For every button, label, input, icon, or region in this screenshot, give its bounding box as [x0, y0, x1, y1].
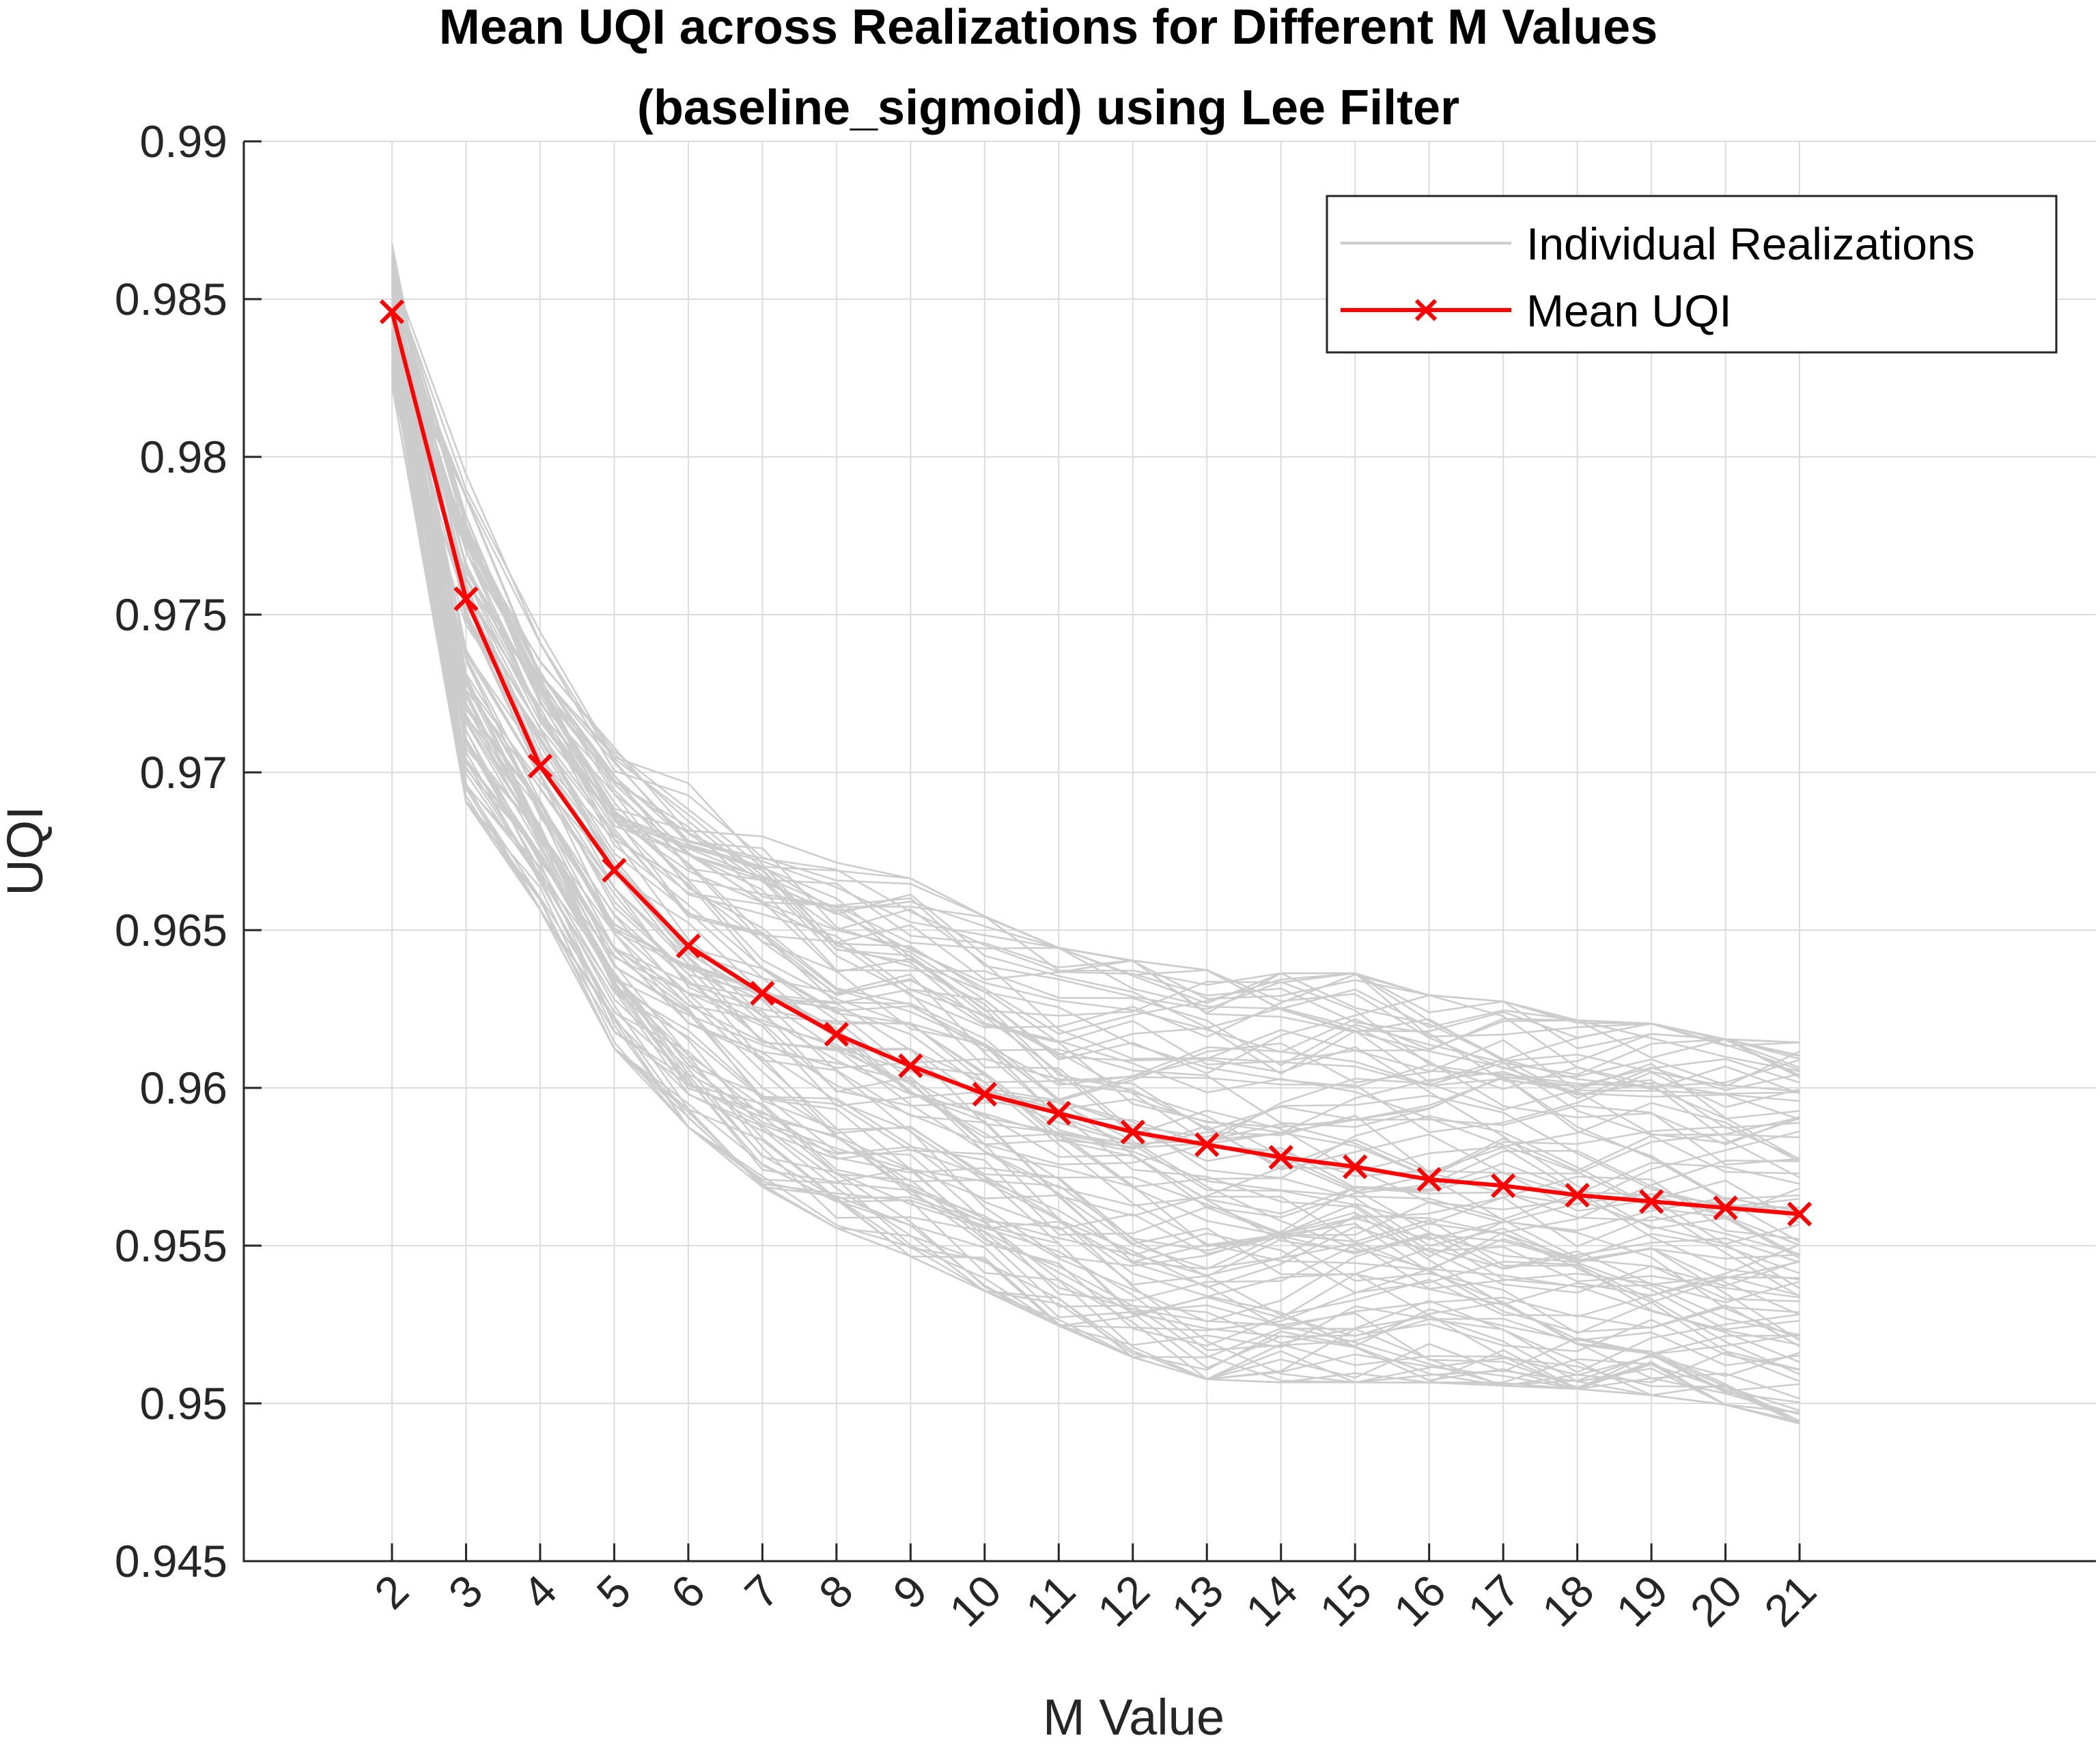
- realization-line: [391, 290, 1800, 1178]
- y-axis-label: UQI: [0, 806, 53, 896]
- y-tick-label: 0.975: [115, 589, 227, 640]
- mean-uqi-point: [1713, 1195, 1738, 1220]
- realization-line: [391, 259, 1800, 1302]
- mean-uqi-point: [1638, 1189, 1664, 1214]
- mean-uqi-point: [1787, 1201, 1812, 1227]
- y-tick-label: 0.945: [115, 1536, 227, 1586]
- mean-uqi-point: [1120, 1119, 1145, 1145]
- y-tick-label: 0.99: [140, 116, 227, 167]
- realization-line: [391, 281, 1800, 1356]
- mean-uqi-point: [1491, 1173, 1516, 1199]
- realization-line: [391, 281, 1800, 1245]
- legend-box: [1326, 195, 2058, 354]
- mean-uqi-line: [390, 311, 1800, 1216]
- y-tick-label: 0.955: [115, 1220, 227, 1271]
- chart-title-line-2: (baseline_sigmoid) using Lee Filter: [637, 81, 1459, 135]
- realization-line: [391, 328, 1800, 1095]
- mean-uqi-point: [1268, 1145, 1293, 1170]
- realization-line: [391, 335, 1800, 1208]
- mean-uqi-point: [824, 1022, 849, 1047]
- mean-uqi-point: [379, 299, 405, 324]
- realization-line: [391, 339, 1800, 1330]
- legend-label-realizations: Individual Realizations: [1526, 219, 1975, 269]
- mean-uqi-point: [1194, 1132, 1220, 1158]
- y-tick-label: 0.97: [140, 747, 227, 798]
- chart-title-line-1: Mean UQI across Realizations for Differe…: [439, 0, 1658, 55]
- mean-uqi-point: [602, 858, 627, 883]
- realization-line: [391, 285, 1800, 1134]
- realization-line: [391, 290, 1800, 1425]
- realization-line: [391, 381, 1800, 1138]
- realization-line: [391, 292, 1800, 1145]
- realization-line: [391, 271, 1800, 1416]
- realization-line: [391, 323, 1800, 1329]
- realization-line: [391, 252, 1800, 1120]
- mean-uqi-point: [527, 753, 553, 779]
- realization-line: [391, 283, 1800, 1403]
- realization-line: [391, 370, 1800, 1179]
- realization-line: [391, 281, 1800, 1425]
- realization-line: [391, 382, 1800, 1414]
- realization-line: [391, 293, 1800, 1222]
- realization-line: [391, 350, 1800, 1341]
- realization-line: [391, 262, 1800, 1347]
- realization-line: [391, 277, 1800, 1425]
- realization-line: [391, 335, 1800, 1243]
- realization-line: [391, 300, 1800, 1206]
- realization-line: [391, 378, 1800, 1175]
- x-axis-label: M Value: [1043, 1689, 1224, 1746]
- realization-line: [391, 384, 1800, 1071]
- realization-line: [391, 285, 1800, 1057]
- mean-uqi-point: [1343, 1154, 1368, 1179]
- y-tick-label: 0.985: [115, 274, 227, 324]
- y-tick-label: 0.965: [115, 905, 227, 955]
- realization-line: [391, 309, 1800, 1224]
- realization-line: [391, 310, 1800, 1134]
- gridlines: [244, 141, 2096, 1562]
- individual-realizations: [391, 243, 1800, 1425]
- realization-line: [391, 264, 1800, 1304]
- realization-line: [391, 321, 1800, 1281]
- realization-line: [391, 341, 1800, 1425]
- realization-line: [391, 359, 1800, 1274]
- realization-line: [391, 344, 1800, 1075]
- mean-uqi-point: [453, 586, 479, 612]
- mean-uqi-point: [750, 981, 775, 1006]
- mean-uqi-point: [1046, 1100, 1072, 1126]
- legend: Individual Realizations Mean UQI: [1326, 195, 2058, 354]
- realization-line: [391, 322, 1800, 1355]
- y-tick-label: 0.96: [140, 1063, 227, 1113]
- legend-marker-x-icon: [1414, 298, 1438, 322]
- y-tick-label: 0.95: [140, 1378, 227, 1429]
- mean-uqi-point: [675, 933, 701, 959]
- realization-line: [391, 371, 1800, 1319]
- realization-line: [391, 341, 1800, 1329]
- realization-line: [391, 344, 1800, 1425]
- mean-uqi-point: [898, 1053, 923, 1078]
- realization-line: [391, 268, 1800, 1375]
- y-tick-label: 0.98: [140, 432, 227, 482]
- realization-line: [391, 243, 1800, 1346]
- realization-line: [391, 266, 1800, 1392]
- mean-uqi-point: [1565, 1182, 1590, 1208]
- realization-line: [391, 303, 1800, 1363]
- realization-line: [391, 256, 1800, 1340]
- legend-label-mean: Mean UQI: [1526, 285, 1732, 336]
- realization-line: [391, 272, 1800, 1087]
- mean-uqi-series: [379, 299, 1812, 1227]
- realization-line: [391, 323, 1800, 1173]
- realization-line: [391, 362, 1800, 1371]
- mean-uqi-point: [1416, 1166, 1442, 1192]
- realization-line: [391, 322, 1800, 1050]
- mean-uqi-point: [972, 1082, 997, 1107]
